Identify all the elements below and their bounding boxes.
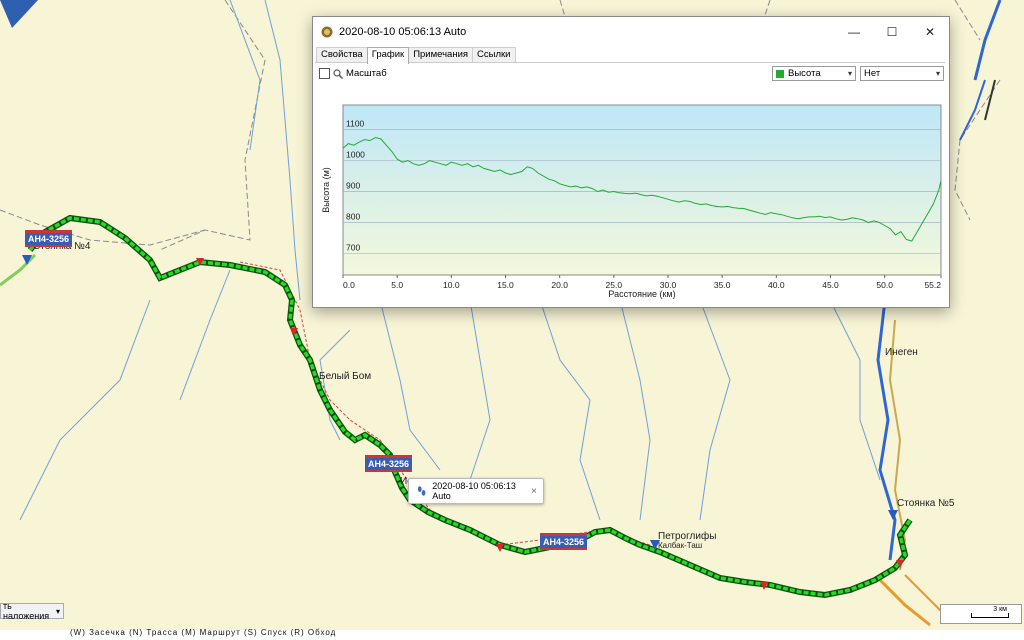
series-select[interactable]: Высота ▾ [772, 66, 856, 81]
map-scale-bar: 3 км [940, 604, 1022, 624]
y-axis-label: Высота (м) [321, 167, 331, 213]
series-select-value: Высота [788, 68, 821, 79]
close-button[interactable]: ✕ [924, 25, 936, 39]
x-tick-label: 5.0 [391, 280, 403, 290]
window-titlebar[interactable]: 2020-08-10 05:06:13 Auto — ☐ ✕ [313, 17, 949, 47]
map-label-inegen[interactable]: Инеген [885, 347, 918, 358]
track-point-popup[interactable]: 2020-08-10 05:06:13 Auto × [408, 478, 544, 504]
tab-notes[interactable]: Примечания [408, 47, 474, 63]
x-tick-label: 25.0 [606, 280, 623, 290]
x-tick-label: 0.0 [343, 280, 355, 290]
popup-close-icon[interactable]: × [531, 485, 537, 497]
x-tick-label: 50.0 [876, 280, 893, 290]
x-tick-label: 55.2 [924, 280, 941, 290]
status-text: (W) Засечка (N) Трасса (М) Маршрут (S) С… [70, 628, 337, 637]
secondary-select-value: Нет [864, 68, 881, 79]
y-tick-label: 1000 [346, 150, 365, 160]
road-shield: АН4-3256 [365, 455, 413, 472]
map-label-kalbak-tash[interactable]: Калбак-Таш [658, 541, 703, 550]
scale-checkbox-label: Масштаб [346, 68, 387, 79]
tab-bar: Свойства График Примечания Ссылки [316, 47, 516, 64]
road-shield: АН4-3256 [540, 533, 588, 550]
chevron-down-icon: ▾ [935, 69, 940, 78]
x-tick-label: 10.0 [443, 280, 460, 290]
tab-links[interactable]: Ссылки [472, 47, 516, 63]
overlay-dropdown-label: ть наложения [3, 601, 50, 621]
scale-label: 3 км [993, 606, 1007, 613]
footprints-icon [417, 486, 426, 496]
x-axis-label: Расстояние (км) [608, 289, 675, 299]
x-tick-label: 15.0 [497, 280, 514, 290]
map-label-petroglyphs[interactable]: Петроглифы [658, 531, 717, 542]
map-label-isel: Ис [400, 476, 413, 487]
series-color-swatch [776, 69, 784, 78]
magnifier-icon [333, 68, 343, 79]
tab-properties[interactable]: Свойства [316, 47, 368, 63]
x-tick-label: 35.0 [714, 280, 731, 290]
tab-graph[interactable]: График [366, 47, 410, 64]
y-tick-label: 1100 [346, 119, 365, 129]
chevron-down-icon: ▾ [847, 69, 852, 78]
x-tick-label: 30.0 [660, 280, 677, 290]
y-tick-label: 700 [346, 242, 360, 252]
elevation-series-line [342, 136, 942, 242]
secondary-series-select[interactable]: Нет ▾ [860, 66, 944, 81]
plot-area [342, 104, 942, 276]
window-title: 2020-08-10 05:06:13 Auto [339, 26, 467, 38]
app-icon [321, 26, 333, 38]
minimize-button[interactable]: — [848, 25, 860, 39]
x-tick-label: 40.0 [768, 280, 785, 290]
map-label-bely-bom[interactable]: Белый Бом [319, 371, 372, 382]
maximize-button[interactable]: ☐ [886, 25, 898, 39]
y-tick-label: 900 [346, 181, 360, 191]
x-tick-label: 20.0 [551, 280, 568, 290]
scale-line [971, 613, 1009, 618]
overlay-dropdown[interactable]: ть наложения ▾ [0, 601, 64, 621]
x-tick-label: 45.0 [822, 280, 839, 290]
elevation-chart[interactable]: 700 800 900 1000 1100 0.0 5.0 10.0 15.0 20.0 25.0… [315, 85, 945, 303]
road-shield: АН4-3256 [25, 230, 73, 247]
status-strip: (W) Засечка (N) Трасса (М) Маршрут (S) С… [0, 628, 1024, 640]
graph-toolbar: Масштаб [319, 68, 387, 79]
graph-panel: Масштаб Высота ▾ Нет ▾ 700 800 900 1000 1100… [315, 62, 945, 304]
chevron-down-icon: ▾ [55, 606, 60, 616]
y-tick-label: 800 [346, 211, 360, 221]
popup-text: 2020-08-10 05:06:13 Auto [432, 481, 516, 501]
map-label-stop5[interactable]: Стоянка №5 [897, 498, 955, 509]
scale-checkbox[interactable] [319, 68, 330, 79]
track-properties-window[interactable]: 2020-08-10 05:06:13 Auto — ☐ ✕ Свойства … [312, 16, 950, 308]
